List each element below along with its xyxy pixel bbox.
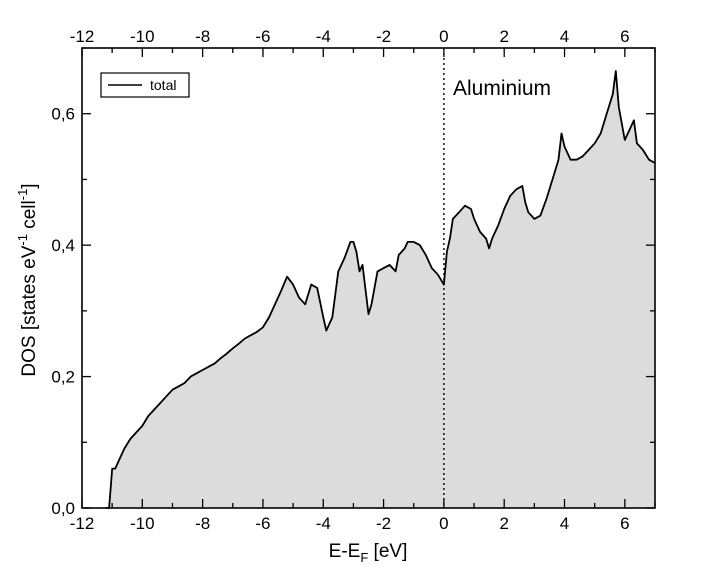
x-tick-label-bottom: -8 [195, 514, 210, 533]
y-axis-label-mid: cell [19, 200, 40, 234]
x-tick-label-bottom: -4 [316, 514, 331, 533]
x-tick-label-bottom: -10 [130, 514, 155, 533]
y-tick-label: 0,4 [51, 236, 75, 255]
x-tick-label-top: 2 [499, 27, 508, 46]
x-tick-label-bottom: 6 [620, 514, 629, 533]
x-tick-label-top: -2 [376, 27, 391, 46]
dos-series-line-total [106, 70, 656, 509]
x-tick-label-bottom: -6 [255, 514, 270, 533]
x-axis-label-subscript: F [360, 550, 368, 565]
plot-frame [81, 47, 656, 509]
y-axis-label-sup1: -1 [15, 234, 30, 246]
y-axis-label-end: ] [19, 183, 40, 188]
x-tick-label-top: 6 [620, 27, 629, 46]
x-tick-label-top: 4 [560, 27, 569, 46]
y-tick-label: 0,2 [51, 368, 75, 387]
y-axis-label: DOS [states eV-1 cell-1] [15, 183, 40, 376]
plot-area [81, 47, 656, 509]
x-tick-label-bottom: -12 [70, 514, 95, 533]
x-tick-label-top: -10 [130, 27, 155, 46]
x-tick-label-bottom: 4 [560, 514, 569, 533]
axis-ticks [81, 47, 656, 509]
x-tick-label-bottom: 2 [499, 514, 508, 533]
x-axis-label-main: E-E [329, 541, 361, 562]
x-axis-label-unit: [eV] [368, 541, 407, 562]
y-axis-label-main: DOS [states eV [19, 245, 40, 376]
y-tick-label: 0,6 [51, 105, 75, 124]
x-tick-label-top: -8 [195, 27, 210, 46]
x-tick-label-top: -4 [316, 27, 331, 46]
x-tick-label-top: -6 [255, 27, 270, 46]
annotation-aluminium: Aluminium [453, 77, 551, 100]
dos-area-fill [106, 71, 656, 508]
x-tick-label-bottom: -2 [376, 514, 391, 533]
x-tick-label-bottom: 0 [439, 514, 448, 533]
legend: total [100, 72, 190, 98]
x-axis-label: E-EF [eV] [329, 541, 408, 565]
x-tick-label-top: 0 [439, 27, 448, 46]
tick-labels: -12 -12 -10 -10 -8 -8 -6 -6 -4 -4 -2 -2 0 0 2 2 4 4 6 6 0,0 0… [51, 27, 629, 533]
legend-label-total: total [150, 77, 176, 93]
x-tick-label-top: -12 [70, 27, 95, 46]
y-axis-label-sup2: -1 [15, 189, 30, 201]
y-tick-label: 0,0 [51, 499, 75, 518]
